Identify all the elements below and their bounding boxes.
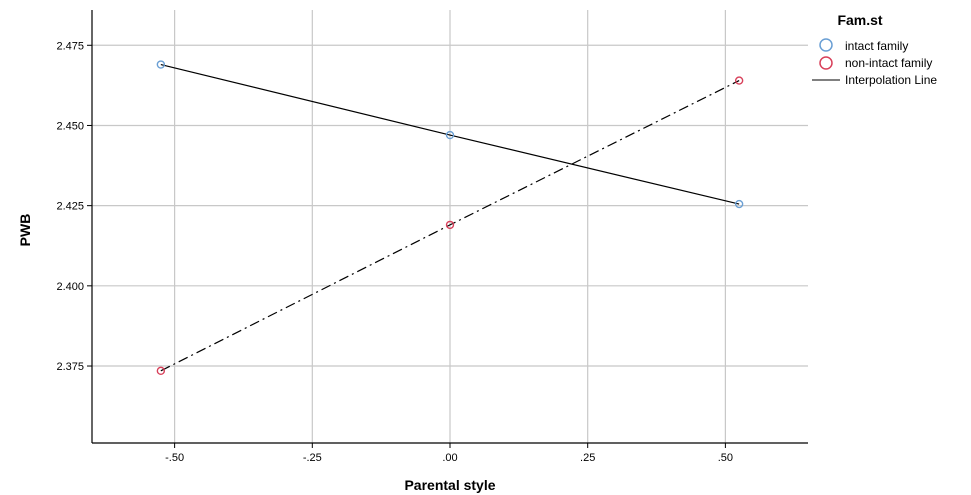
- tick-labels: -.50 -.25 .00 .25 .50 2.375 2.400 2.425 2.450 2.4…: [56, 40, 733, 464]
- axes: [87, 10, 808, 448]
- data-point-non-intact: [445, 220, 455, 230]
- series-layer: [156, 60, 744, 376]
- series-line-non-intact: [160, 80, 740, 372]
- x-tick-label: .25: [580, 452, 595, 464]
- legend-label-non-intact: non-intact family: [845, 56, 932, 70]
- data-point-intact: [156, 60, 166, 69]
- grid-lines: [92, 10, 808, 443]
- x-axis-title: Parental style: [404, 477, 495, 493]
- data-point-non-intact: [734, 76, 744, 85]
- y-tick-label: 2.375: [56, 361, 84, 373]
- legend-marker-non-intact: [819, 56, 833, 70]
- series-line-intact: [160, 63, 740, 205]
- legend-marker-intact: [819, 38, 833, 52]
- y-tick-label: 2.400: [56, 281, 84, 293]
- x-tick-label: .00: [442, 452, 457, 464]
- legend-label-intact: intact family: [845, 39, 908, 53]
- x-tick-label: -.50: [165, 452, 184, 464]
- x-tick-label: .50: [718, 452, 733, 464]
- y-tick-label: 2.425: [56, 201, 84, 213]
- legend-title: Fam.st: [837, 12, 882, 28]
- legend: Fam.st intact family non-intact family I…: [812, 12, 937, 87]
- data-point-non-intact: [156, 366, 166, 376]
- data-point-intact: [445, 130, 455, 140]
- y-axis-title: PWB: [17, 214, 33, 247]
- data-point-intact: [734, 199, 744, 209]
- x-tick-label: -.25: [303, 452, 322, 464]
- y-tick-label: 2.475: [56, 40, 84, 52]
- y-tick-label: 2.450: [56, 120, 84, 132]
- legend-label-interpolation: Interpolation Line: [845, 73, 937, 87]
